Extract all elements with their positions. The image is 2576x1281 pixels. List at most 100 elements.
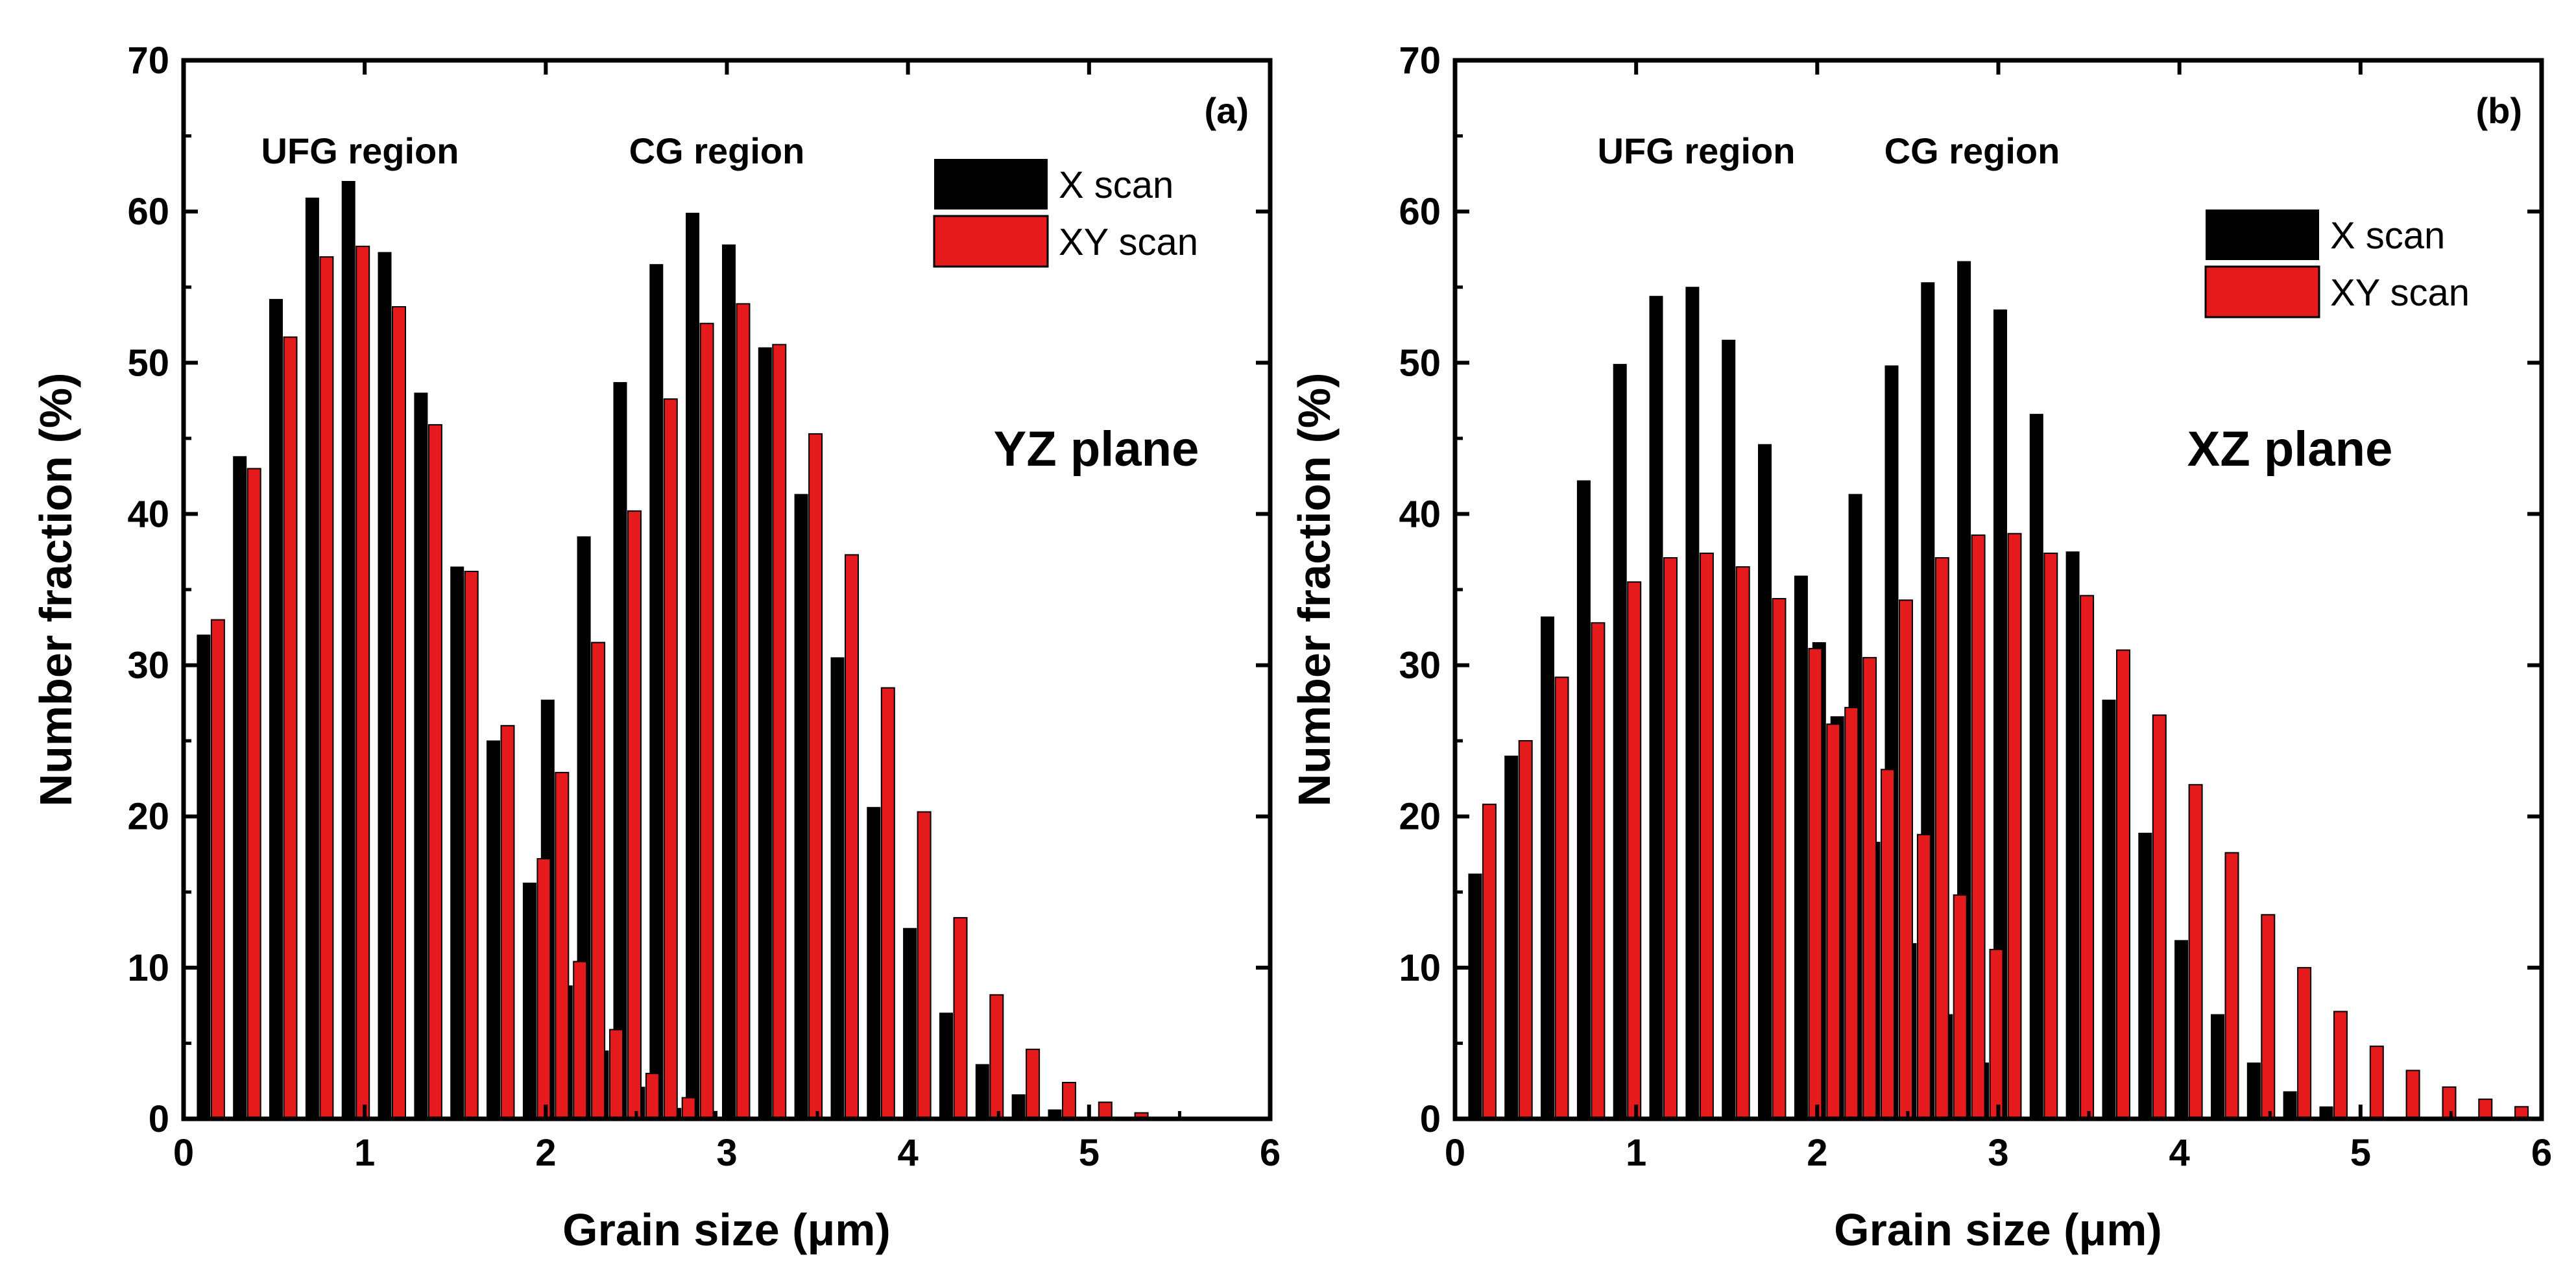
bar-xy-scan bbox=[1971, 534, 1986, 1119]
bars-layer bbox=[1468, 261, 2529, 1120]
bar-xy-scan bbox=[699, 322, 714, 1120]
bar-x-scan bbox=[2065, 551, 2080, 1119]
y-tick-label: 60 bbox=[1399, 191, 1441, 233]
bar-x-scan bbox=[450, 566, 464, 1119]
bar-x-scan bbox=[1541, 616, 1554, 1119]
legend-swatch-x-scan bbox=[2206, 210, 2319, 260]
bar-xy-scan bbox=[1735, 566, 1750, 1119]
bar-x-scan bbox=[722, 244, 736, 1119]
bar-xy-scan bbox=[392, 306, 406, 1119]
bar-xy-scan bbox=[880, 687, 895, 1119]
bar-x-scan bbox=[378, 252, 392, 1119]
bar-x-scan bbox=[794, 494, 808, 1119]
bar-x-scan bbox=[1722, 339, 1736, 1119]
bar-xy-scan bbox=[2043, 553, 2058, 1119]
bar-xy-scan bbox=[627, 510, 642, 1119]
bar-xy-scan bbox=[1098, 1101, 1113, 1120]
bar-xy-scan bbox=[845, 554, 859, 1119]
bar-xy-scan bbox=[536, 858, 551, 1119]
bar-xy-scan bbox=[1699, 553, 1714, 1119]
bar-xy-scan bbox=[1808, 647, 1823, 1119]
bar-xy-scan bbox=[2405, 1070, 2420, 1120]
y-tick-label: 10 bbox=[1399, 947, 1441, 989]
y-tick-label: 30 bbox=[1399, 645, 1441, 687]
bar-xy-scan bbox=[2152, 714, 2167, 1119]
bar-x-scan bbox=[197, 634, 211, 1119]
bar-xy-scan bbox=[464, 571, 479, 1119]
y-tick-label: 40 bbox=[127, 493, 169, 535]
bar-xy-scan bbox=[645, 1073, 660, 1119]
bar-xy-scan bbox=[2261, 914, 2276, 1120]
ufg-region-label: UFG region bbox=[261, 130, 459, 171]
bar-x-scan bbox=[830, 657, 845, 1119]
ufg-region-label: UFG region bbox=[1598, 130, 1796, 171]
x-tick-label: 0 bbox=[1445, 1132, 1465, 1174]
cg-region-label: CG region bbox=[1884, 130, 2060, 171]
legend-swatch-x-scan bbox=[934, 159, 1048, 210]
bar-x-scan bbox=[613, 382, 627, 1119]
bar-xy-scan bbox=[1989, 948, 2004, 1120]
legend-label-xy-scan: XY scan bbox=[2330, 272, 2470, 314]
x-tick-label: 1 bbox=[354, 1132, 375, 1174]
bar-x-scan bbox=[867, 807, 881, 1119]
bar-xy-scan bbox=[247, 468, 261, 1119]
bar-xy-scan bbox=[1881, 769, 1895, 1119]
bar-x-scan bbox=[341, 181, 355, 1119]
cg-region-label: CG region bbox=[629, 130, 805, 171]
bar-xy-scan bbox=[2080, 595, 2095, 1119]
panel-label: (b) bbox=[2475, 90, 2522, 131]
bar-x-scan bbox=[414, 392, 428, 1119]
bar-xy-scan bbox=[591, 641, 606, 1119]
x-tick-label: 6 bbox=[2531, 1132, 2552, 1174]
bar-xy-scan bbox=[1062, 1082, 1076, 1119]
bar-xy-scan bbox=[1663, 557, 1678, 1119]
legend: X scan XY scan bbox=[933, 159, 1198, 268]
legend-label-x-scan: X scan bbox=[2330, 215, 2445, 257]
y-tick-label: 60 bbox=[127, 191, 169, 233]
bar-xy-scan bbox=[1554, 676, 1569, 1119]
legend-label-xy-scan: XY scan bbox=[1059, 221, 1198, 263]
y-tick-label: 10 bbox=[127, 947, 169, 989]
bar-xy-scan bbox=[681, 1097, 696, 1120]
bar-xy-scan bbox=[1482, 804, 1497, 1119]
bar-xy-scan bbox=[1826, 723, 1841, 1119]
bar-xy-scan bbox=[1899, 599, 1913, 1119]
bar-xy-scan bbox=[953, 916, 968, 1120]
bar-xy-scan bbox=[609, 1029, 623, 1120]
x-tick-label: 0 bbox=[173, 1132, 194, 1174]
bar-x-scan bbox=[2211, 1014, 2224, 1119]
bar-x-scan bbox=[1011, 1094, 1026, 1119]
bar-x-scan bbox=[1504, 756, 1519, 1119]
y-tick-label: 30 bbox=[127, 645, 169, 687]
bar-x-scan bbox=[758, 347, 772, 1119]
bar-xy-scan bbox=[573, 961, 588, 1119]
x-tick-label: 2 bbox=[535, 1132, 556, 1174]
bar-xy-scan bbox=[2297, 966, 2312, 1120]
x-tick-label: 1 bbox=[1626, 1132, 1646, 1174]
plane-label: YZ plane bbox=[994, 422, 1199, 477]
bar-xy-scan bbox=[1026, 1048, 1041, 1120]
bar-xy-scan bbox=[772, 344, 787, 1119]
bar-xy-scan bbox=[2369, 1046, 2384, 1119]
legend-swatch-xy-scan bbox=[2204, 265, 2320, 318]
x-tick-label: 6 bbox=[1260, 1132, 1281, 1174]
bar-xy-scan bbox=[2116, 649, 2130, 1119]
bar-xy-scan bbox=[500, 724, 515, 1120]
bar-x-scan bbox=[649, 264, 664, 1119]
bar-x-scan bbox=[975, 1064, 989, 1119]
legend-label-x-scan: X scan bbox=[1059, 164, 1174, 206]
bar-x-scan bbox=[487, 740, 500, 1119]
bar-xy-scan bbox=[2188, 784, 2203, 1120]
bar-xy-scan bbox=[2007, 533, 2022, 1119]
bar-x-scan bbox=[1685, 287, 1700, 1119]
y-axis-label: Number fraction (%) bbox=[30, 373, 81, 807]
bar-xy-scan bbox=[2442, 1086, 2457, 1119]
bar-xy-scan bbox=[427, 424, 442, 1119]
bar-xy-scan bbox=[1518, 740, 1533, 1119]
bar-x-scan bbox=[1649, 296, 1663, 1119]
bar-x-scan bbox=[233, 456, 247, 1119]
y-tick-label: 0 bbox=[1420, 1098, 1441, 1140]
